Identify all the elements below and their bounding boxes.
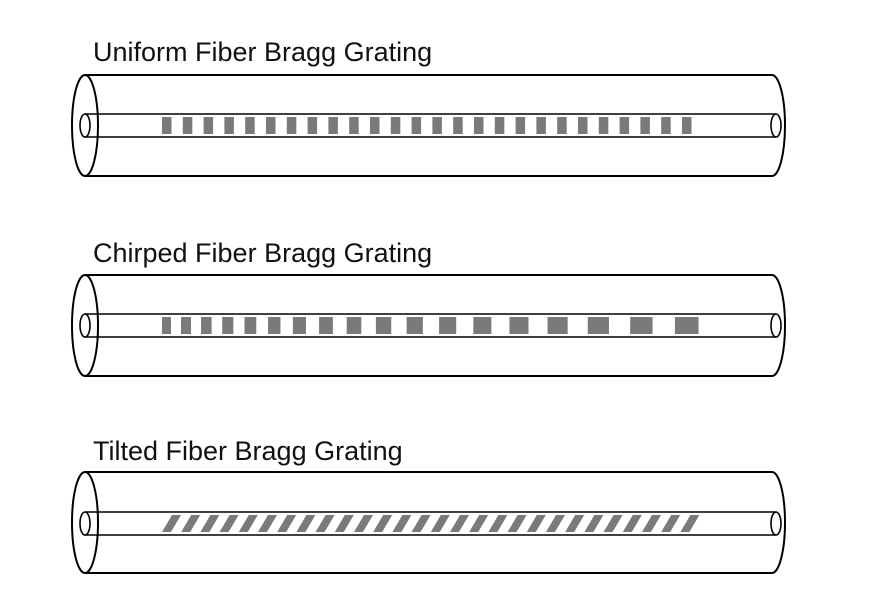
grating-band — [334, 515, 354, 532]
grating-band — [224, 117, 234, 134]
grating-band — [203, 117, 214, 134]
uniform-fbg-panel: Uniform Fiber Bragg Grating — [71, 37, 786, 178]
uniform-grating — [162, 117, 692, 134]
chirped-fiber-cladding — [71, 274, 786, 378]
grating-band — [319, 317, 333, 334]
grating-band — [346, 317, 362, 334]
grating-band — [557, 117, 567, 134]
grating-band — [432, 117, 442, 134]
grating-band — [222, 317, 234, 334]
uniform-fiber-cladding — [71, 74, 786, 178]
grating-band — [392, 515, 412, 532]
grating-band — [439, 317, 457, 334]
tilted-fiber-cladding — [71, 471, 786, 575]
grating-band — [162, 317, 171, 334]
grating-band — [258, 515, 277, 532]
grating-band — [661, 117, 671, 134]
tilted-fbg-panel: Tilted Fiber Bragg Grating — [71, 436, 786, 575]
grating-band — [642, 515, 661, 532]
grating-band — [598, 117, 609, 134]
chirped-fiber-core — [85, 313, 776, 338]
chirped-core-left-end — [79, 313, 91, 338]
grating-band — [578, 117, 588, 134]
tilted-fbg-label: Tilted Fiber Bragg Grating — [93, 436, 403, 466]
grating-band — [494, 117, 505, 134]
chirped-grating — [162, 317, 699, 334]
grating-band — [268, 317, 281, 334]
grating-band — [630, 317, 653, 334]
chirped-fiber — [71, 274, 786, 378]
grating-band — [296, 515, 316, 532]
grating-band — [162, 515, 181, 532]
grating-band — [474, 117, 484, 134]
grating-band — [674, 317, 699, 334]
uniform-core-left-end — [79, 113, 91, 138]
grating-band — [507, 515, 527, 532]
grating-band — [546, 515, 565, 532]
grating-band — [682, 117, 692, 134]
grating-band — [488, 515, 508, 532]
grating-band — [277, 515, 297, 532]
grating-band — [245, 117, 255, 134]
grating-band — [536, 117, 546, 134]
grating-band — [406, 317, 423, 334]
grating-band — [453, 117, 463, 134]
grating-band — [587, 317, 609, 334]
grating-band — [266, 117, 276, 134]
grating-band — [244, 317, 257, 334]
grating-band — [292, 317, 306, 334]
grating-band — [509, 317, 529, 334]
chirped-fbg-label: Chirped Fiber Bragg Grating — [93, 238, 432, 268]
grating-band — [603, 515, 623, 532]
chirped-core-right-end — [770, 313, 782, 338]
grating-band — [328, 117, 338, 134]
grating-band — [307, 117, 318, 134]
tilted-fiber-core — [85, 511, 776, 536]
grating-band — [619, 117, 630, 134]
grating-band — [473, 317, 492, 334]
grating-band — [390, 117, 401, 134]
grating-band — [370, 117, 380, 134]
grating-band — [373, 515, 393, 532]
grating-band — [430, 515, 450, 532]
grating-band — [181, 515, 201, 532]
grating-band — [411, 515, 431, 532]
grating-band — [375, 317, 392, 334]
tilted-core-left-end — [79, 511, 91, 536]
grating-band — [354, 515, 373, 532]
tilted-grating — [162, 515, 700, 532]
grating-band — [547, 317, 568, 334]
grating-band — [565, 515, 585, 532]
uniform-core-right-end — [770, 113, 782, 138]
grating-band — [411, 117, 422, 134]
grating-band — [162, 117, 172, 134]
grating-band — [584, 515, 604, 532]
uniform-fbg-label: Uniform Fiber Bragg Grating — [93, 37, 432, 67]
grating-band — [238, 515, 258, 532]
grating-band — [181, 317, 192, 334]
grating-band — [349, 117, 359, 134]
grating-band — [219, 515, 239, 532]
tilted-core-right-end — [770, 511, 782, 536]
grating-band — [640, 117, 650, 134]
grating-band — [526, 515, 546, 532]
grating-band — [469, 515, 489, 532]
tilted-fiber — [71, 471, 786, 575]
uniform-fiber — [71, 74, 786, 178]
grating-band — [450, 515, 469, 532]
grating-band — [680, 515, 700, 532]
grating-band — [201, 317, 212, 334]
grating-band — [622, 515, 642, 532]
grating-band — [286, 117, 297, 134]
chirped-fbg-panel: Chirped Fiber Bragg Grating — [71, 238, 786, 378]
grating-band — [515, 117, 526, 134]
grating-band — [182, 117, 193, 134]
grating-band — [661, 515, 681, 532]
grating-band — [315, 515, 335, 532]
grating-band — [200, 515, 220, 532]
uniform-fiber-core — [85, 113, 776, 138]
